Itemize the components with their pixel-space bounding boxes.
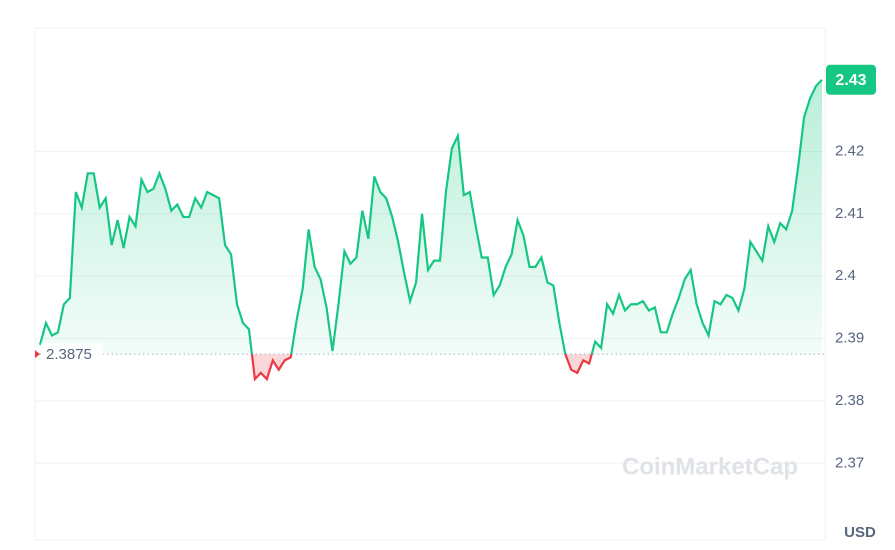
y-tick-label: 2.41 bbox=[835, 205, 864, 222]
area-up bbox=[40, 79, 822, 355]
baseline-label-bg bbox=[41, 343, 103, 366]
y-tick-label: 2.42 bbox=[835, 142, 864, 159]
plot-frame bbox=[34, 27, 826, 541]
baseline-label: 2.3875 bbox=[46, 346, 92, 363]
y-tick-label: 2.39 bbox=[835, 330, 864, 347]
area-down bbox=[251, 354, 592, 380]
baseline-marker bbox=[35, 350, 40, 359]
y-tick-label: 2.38 bbox=[835, 392, 864, 409]
price-line-up bbox=[38, 79, 823, 355]
last-price-badge bbox=[826, 64, 876, 95]
y-tick-label: 2.37 bbox=[835, 454, 864, 471]
last-price-label: 2.43 bbox=[835, 72, 866, 89]
currency: USD bbox=[844, 524, 876, 541]
y-tick-label: 2.4 bbox=[835, 267, 856, 284]
watermark: CoinMarketCap bbox=[622, 453, 798, 480]
